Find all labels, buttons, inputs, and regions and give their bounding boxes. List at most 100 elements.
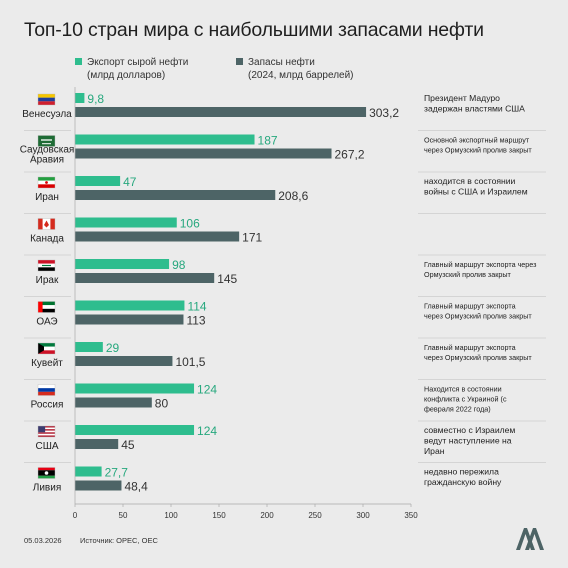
flag-part <box>38 430 55 433</box>
country-name: Саудовская <box>20 145 75 156</box>
bar-export <box>75 93 85 103</box>
flag-part <box>38 432 55 434</box>
legend-reserves: Запасы нефти (2024, млрд баррелей) <box>236 56 354 82</box>
flag-part <box>38 305 55 309</box>
legend-export-line1: Экспорт сырой нефти <box>87 57 189 68</box>
flag-part <box>42 264 51 267</box>
data-label-reserves: 80 <box>155 397 169 411</box>
flag-part <box>38 267 55 271</box>
flag-part <box>38 384 55 389</box>
country-name: Иран <box>35 192 59 203</box>
country-name: Аравия <box>30 155 64 166</box>
flag-part <box>38 218 43 230</box>
data-label-reserves: 303,2 <box>369 106 399 120</box>
flag-part <box>38 350 55 354</box>
flag-part <box>44 220 49 228</box>
flag-border <box>37 467 56 479</box>
bar-export <box>75 342 103 352</box>
flag-part <box>38 301 55 306</box>
country-note: недавно пережила <box>424 467 499 477</box>
country-note: гражданскую войну <box>424 477 502 487</box>
uae-flag <box>37 301 56 313</box>
flag-part <box>38 467 55 471</box>
flag-part <box>38 426 46 433</box>
bar-reserves <box>75 190 276 200</box>
x-tick-label: 0 <box>73 511 78 520</box>
bar-export <box>75 176 121 186</box>
flag-border <box>37 259 56 272</box>
country-note: через Ормузский пролив закрыт <box>424 312 532 321</box>
flag-part <box>42 143 51 145</box>
flag-border <box>37 384 56 396</box>
flag-border <box>37 301 56 313</box>
footer-date: 05.03.2026 <box>24 536 62 545</box>
country-name: Канада <box>30 234 64 245</box>
bar-export <box>75 134 255 145</box>
x-tick-label: 350 <box>404 511 418 520</box>
data-label-reserves: 171 <box>242 231 262 245</box>
legend-reserves-line2: (2024, млрд баррелей) <box>248 70 354 81</box>
data-label-reserves: 267,2 <box>335 148 365 162</box>
data-label-export: 9,8 <box>87 92 104 106</box>
x-tick-label: 100 <box>164 511 178 520</box>
bar-reserves <box>75 439 119 449</box>
country-note: Главный маршрут экспорта <box>424 302 516 311</box>
flag-part <box>38 343 55 347</box>
flag-part <box>38 435 55 437</box>
anadolu-agency-logo <box>516 528 544 550</box>
saudi-arabia-flag <box>37 135 56 147</box>
legend-export: Экспорт сырой нефти (млрд долларов) <box>75 56 188 82</box>
legend-reserves-swatch <box>236 58 243 65</box>
bar-export <box>75 425 195 435</box>
bar-export <box>75 300 185 311</box>
flag-part <box>38 301 43 313</box>
flag-part <box>38 346 55 351</box>
country-name: ОАЭ <box>36 317 57 328</box>
flag-part <box>44 471 49 475</box>
data-label-export: 124 <box>197 424 217 438</box>
x-tick-label: 50 <box>119 511 128 520</box>
flag-part <box>50 218 55 230</box>
flag-part <box>38 135 55 147</box>
flag-part <box>38 260 55 264</box>
country-name: Ирак <box>36 275 59 286</box>
flag-border <box>37 93 56 106</box>
flag-part <box>38 388 55 392</box>
bar-reserves <box>75 231 240 242</box>
bar-reserves <box>75 356 173 366</box>
data-label-export: 29 <box>106 341 120 355</box>
country-note: Находится в состоянии <box>424 385 502 394</box>
iran-flag <box>37 176 56 189</box>
country-name: Кувейт <box>31 358 63 369</box>
country-note: февраля 2022 года) <box>424 405 491 414</box>
data-label-export: 98 <box>172 258 186 272</box>
bar-export <box>75 383 195 394</box>
flag-part <box>38 308 55 313</box>
data-label-export: 106 <box>180 217 200 231</box>
flag-part <box>45 181 48 184</box>
data-label-reserves: 45 <box>121 438 135 452</box>
flag-border <box>37 425 56 438</box>
country-note: через Ормузский пролив закрыт <box>424 353 532 362</box>
country-note: Ормузский пролив закрыт <box>424 270 512 279</box>
flag-part <box>41 139 52 141</box>
data-label-export: 124 <box>197 383 217 397</box>
country-note: совместно с Израилем <box>424 425 515 435</box>
flag-part <box>38 343 44 354</box>
bar-reserves <box>75 273 215 283</box>
legend-export-line2: (млрд долларов) <box>87 70 166 81</box>
flag-part <box>38 427 55 430</box>
x-tick-label: 300 <box>356 511 370 520</box>
flag-part <box>38 101 55 105</box>
flag-part <box>38 429 55 431</box>
iraq-flag <box>37 259 56 272</box>
country-note: ведут наступление на <box>424 436 512 446</box>
x-tick-label: 150 <box>212 511 226 520</box>
data-label-export: 187 <box>258 134 278 148</box>
country-name: Россия <box>31 400 64 411</box>
country-name: США <box>35 441 58 452</box>
flag-border <box>37 176 56 189</box>
kuwait-flag <box>37 342 56 355</box>
country-note: Главный маршрут экспорта через <box>424 260 537 269</box>
libya-flag <box>37 467 56 479</box>
